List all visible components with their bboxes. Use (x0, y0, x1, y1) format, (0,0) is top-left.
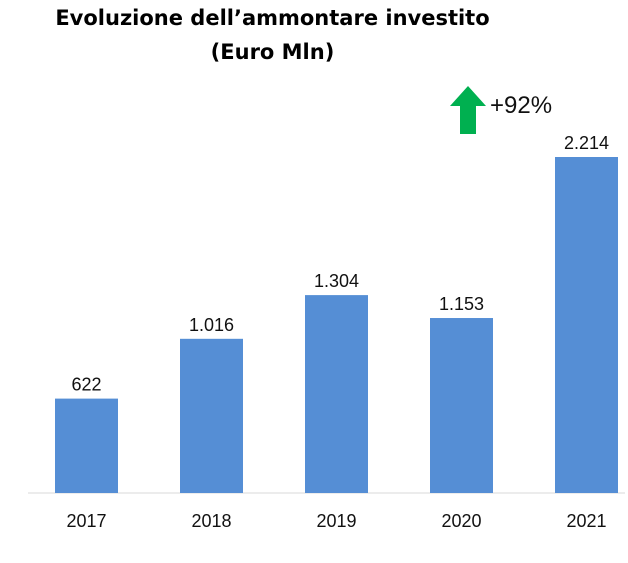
chart-subtitle: (Euro Mln) (210, 40, 335, 64)
bar-2021 (555, 157, 618, 493)
x-tick-label-2017: 2017 (66, 511, 106, 531)
data-label-2021: 2.214 (564, 133, 609, 153)
x-tick-label-2018: 2018 (191, 511, 231, 531)
growth-annotation: +92% (450, 86, 552, 134)
chart-title: Evoluzione dell’ammontare investito (55, 6, 490, 30)
data-label-2018: 1.016 (189, 315, 234, 335)
bar-2020 (430, 318, 493, 493)
data-label-2017: 622 (71, 375, 101, 395)
bar-2019 (305, 295, 368, 493)
x-tick-label-2019: 2019 (316, 511, 356, 531)
up-arrow-icon (450, 86, 486, 134)
bar-2018 (180, 338, 243, 493)
data-label-2020: 1.153 (439, 294, 484, 314)
bar-2017 (55, 398, 118, 493)
data-label-2019: 1.304 (314, 271, 359, 291)
growth-annotation-text: +92% (490, 92, 553, 119)
x-tick-label-2021: 2021 (566, 511, 606, 531)
x-tick-label-2020: 2020 (441, 511, 481, 531)
